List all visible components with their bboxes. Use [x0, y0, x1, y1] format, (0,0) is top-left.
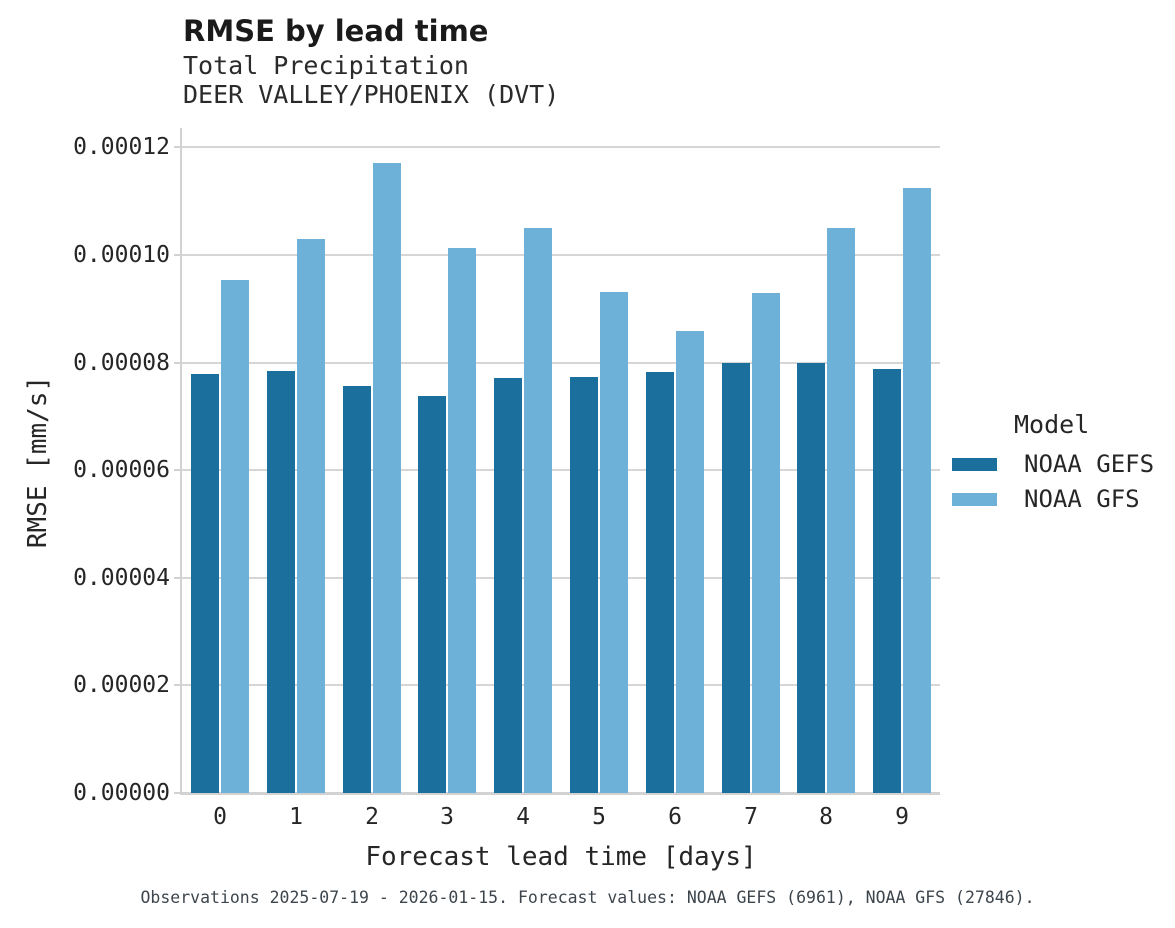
x-tick-label: 0 [213, 804, 227, 830]
axis-spine-left [180, 128, 182, 795]
legend-title: Model [1014, 410, 1090, 439]
x-tick-label: 1 [289, 804, 303, 830]
y-tick-mark [174, 253, 181, 256]
bar-noaa-gefs [418, 396, 446, 793]
caption: Observations 2025-07-19 - 2026-01-15. Fo… [140, 888, 1035, 907]
gridline [182, 576, 940, 579]
y-tick-label: 0.00010 [73, 241, 170, 268]
bar-noaa-gfs [297, 239, 325, 793]
x-tick-label: 7 [744, 804, 758, 830]
y-tick-label: 0.00006 [73, 457, 170, 484]
bar-noaa-gfs [524, 228, 552, 793]
bar-noaa-gfs [903, 188, 931, 793]
bar-noaa-gfs [600, 292, 628, 793]
bar-noaa-gefs [494, 378, 522, 793]
gridline [182, 684, 940, 687]
x-tick-label: 2 [365, 804, 379, 830]
bar-noaa-gfs [448, 248, 476, 793]
x-tick-label: 5 [592, 804, 606, 830]
y-tick-mark [174, 469, 181, 472]
legend-items: NOAA GEFS NOAA GFS [952, 450, 1175, 513]
gridline [182, 253, 940, 256]
legend-item-label: NOAA GFS [1024, 485, 1140, 513]
chart-subtitle-variable: Total Precipitation [183, 51, 469, 80]
bar-noaa-gefs [267, 371, 295, 793]
y-tick-label: 0.00000 [73, 780, 170, 806]
y-tick-label: 0.00008 [73, 349, 170, 376]
legend-swatch [952, 457, 997, 471]
plot-area [180, 128, 940, 795]
y-tick-mark [174, 146, 181, 149]
bar-noaa-gefs [873, 369, 901, 793]
legend-swatch [952, 492, 997, 506]
chart-title: RMSE by lead time [183, 14, 489, 48]
y-tick-mark [174, 684, 181, 687]
axis-baseline [180, 792, 940, 795]
bar-noaa-gfs [752, 293, 780, 793]
bar-noaa-gfs [221, 280, 249, 793]
bar-noaa-gefs [797, 363, 825, 793]
legend-item: NOAA GFS [952, 485, 1175, 513]
y-tick-label: 0.00002 [73, 672, 170, 699]
x-tick-label: 3 [440, 804, 454, 830]
bar-noaa-gefs [191, 374, 219, 793]
x-tick-label: 4 [516, 804, 530, 830]
y-tick-mark [174, 576, 181, 579]
y-tick-label: 0.00012 [73, 134, 170, 161]
x-tick-label: 8 [819, 804, 833, 830]
bar-noaa-gefs [646, 372, 674, 793]
bar-noaa-gfs [827, 228, 855, 793]
bar-noaa-gefs [722, 363, 750, 793]
y-tick-mark [174, 792, 181, 794]
bar-noaa-gfs [676, 331, 704, 793]
x-tick-label: 9 [895, 804, 909, 830]
legend-item-label: NOAA GEFS [1024, 450, 1155, 478]
gridline [182, 361, 940, 364]
y-tick-label: 0.00004 [73, 564, 170, 591]
legend: Model NOAA GEFS NOAA GFS [952, 410, 1175, 522]
x-axis-title: Forecast lead time [days] [365, 842, 757, 872]
bar-noaa-gefs [343, 386, 371, 793]
gridline [182, 146, 940, 149]
bar-noaa-gfs [373, 163, 401, 793]
gridline [182, 469, 940, 472]
y-tick-mark [174, 361, 181, 364]
bar-noaa-gefs [570, 377, 598, 793]
chart-subtitle-location: DEER VALLEY/PHOENIX (DVT) [183, 80, 560, 109]
x-tick-label: 6 [668, 804, 682, 830]
legend-item: NOAA GEFS [952, 450, 1175, 478]
